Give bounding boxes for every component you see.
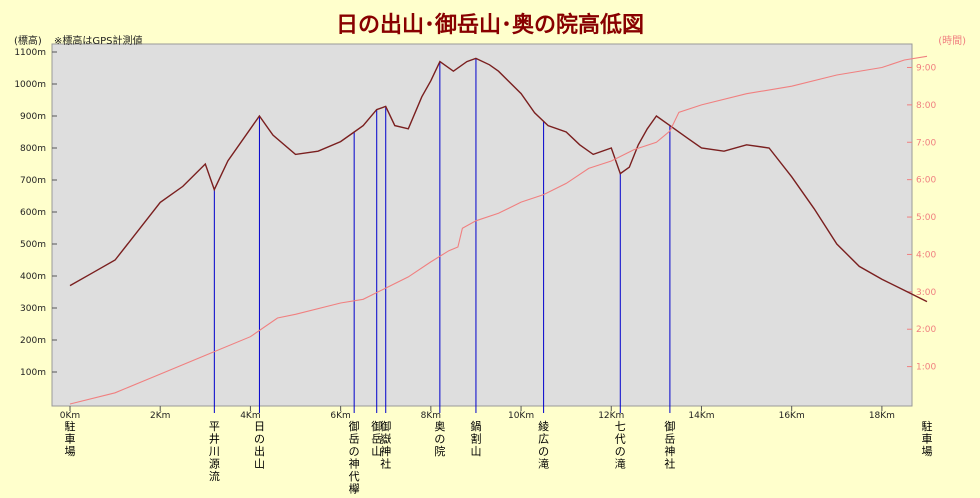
- y-tick-label: 600m: [20, 208, 46, 218]
- waypoint-label-char: 奥: [434, 419, 445, 433]
- y-tick-label: 900m: [20, 112, 46, 122]
- waypoint-labels-layer: 駐車場平井川源流日の出山御岳の神代欅御岳山御嶽神社奥の院鍋割山綾広の滝七代の滝御…: [65, 419, 933, 496]
- x-tick-label: 16Km: [779, 411, 805, 421]
- y-tick-label: 700m: [20, 176, 46, 186]
- waypoint-label-char: 代: [349, 470, 360, 483]
- x-tick-label: 6Km: [330, 411, 350, 421]
- series-layer: [69, 55, 928, 405]
- waypoint-label-char: 御: [664, 419, 675, 433]
- waypoint-label-char: 井: [209, 432, 220, 446]
- y-tick-label: 400m: [20, 272, 46, 282]
- y2-tick-label: 5:00: [916, 213, 936, 223]
- chart-title: 日の出山･御岳山･奥の院高低図: [336, 12, 644, 38]
- y-tick-label: 500m: [20, 240, 46, 250]
- x-tick-label: 18Km: [869, 411, 895, 421]
- x-tick-label: 12Km: [598, 411, 624, 421]
- waypoint-label-char: 広: [538, 433, 549, 446]
- y2-tick-label: 4:00: [916, 250, 936, 260]
- x-tick-label: 2Km: [150, 411, 170, 421]
- y2-tick-label: 2:00: [916, 325, 936, 335]
- waypoint-label-char: 車: [922, 432, 933, 446]
- waypoint-label-char: 山: [470, 445, 481, 458]
- waypoint-label-char: 岳: [349, 433, 360, 446]
- plot-background: [51, 43, 913, 407]
- waypoint-label-char: 社: [380, 457, 391, 471]
- waypoint-label-char: 御: [371, 419, 382, 433]
- waypoint-label-char: 出: [254, 444, 265, 458]
- waypoint-label-char: の: [254, 433, 265, 446]
- waypoint-label-char: 院: [434, 444, 445, 458]
- waypoint-label-char: の: [434, 433, 445, 446]
- time-line: [69, 55, 928, 405]
- y-tick-label: 800m: [20, 144, 46, 154]
- y2-tick-label: 6:00: [916, 176, 936, 186]
- waypoint-label-char: 平: [209, 420, 220, 433]
- waypoint-label-char: 場: [65, 445, 76, 458]
- waypoint-markers-layer: [213, 58, 671, 413]
- waypoint-label-char: 源: [209, 457, 220, 471]
- waypoint-label-char: 御: [380, 419, 391, 433]
- waypoint-label-char: 嶽: [380, 433, 391, 446]
- waypoint-label-char: 岳: [371, 433, 382, 446]
- x-tick-label: 0Km: [60, 411, 80, 421]
- waypoint-label-char: 神: [349, 457, 360, 471]
- waypoint-label-char: 鍋: [470, 419, 481, 433]
- waypoint-label-char: 社: [664, 457, 675, 471]
- y2-tick-label: 3:00: [916, 288, 936, 298]
- waypoint-label-char: 川: [209, 445, 220, 458]
- waypoint-label-char: 日: [254, 420, 265, 433]
- waypoint-label-char: 七: [615, 420, 626, 433]
- y2-tick-label: 9:00: [916, 63, 936, 73]
- waypoint-label-char: の: [538, 445, 549, 458]
- waypoint-label-char: 山: [254, 458, 265, 471]
- y-tick-label: 100m: [20, 368, 46, 378]
- waypoint-label-char: 神: [380, 444, 391, 458]
- waypoint-label-char: の: [615, 445, 626, 458]
- waypoint-label-char: 神: [664, 444, 675, 458]
- y2-tick-label: 8:00: [916, 101, 936, 111]
- waypoint-label-char: 駐: [922, 419, 933, 433]
- waypoint-label-char: 割: [470, 432, 481, 446]
- note-text: ※標高はGPS計測値: [54, 34, 143, 47]
- waypoint-label-char: 綾: [538, 420, 549, 433]
- y2-tick-label: 7:00: [916, 138, 936, 148]
- waypoint-label-char: 車: [65, 432, 76, 446]
- y-tick-label: 200m: [20, 336, 46, 346]
- y-tick-label: 300m: [20, 304, 46, 314]
- waypoint-label-char: 場: [922, 445, 933, 458]
- x-tick-label: 4Km: [240, 411, 260, 421]
- waypoint-label-char: 流: [209, 469, 220, 483]
- waypoint-label-char: 滝: [615, 458, 626, 471]
- waypoint-label-char: 山: [371, 445, 382, 458]
- waypoint-label-char: 代: [615, 433, 626, 446]
- waypoint-label-char: の: [349, 445, 360, 458]
- y2-tick-label: 1:00: [916, 363, 936, 373]
- waypoint-label-char: 滝: [538, 458, 549, 471]
- x-tick-label: 14Km: [688, 411, 714, 421]
- waypoint-label-char: 駐: [65, 419, 76, 433]
- left-axis-title: (標高): [14, 34, 42, 47]
- waypoint-label-char: 岳: [664, 433, 675, 446]
- axes-layer: 100m 200m 300m 400m 500m 600m 700m 800m 900m 1000…: [14, 48, 936, 421]
- x-tick-label: 10Km: [508, 411, 534, 421]
- waypoint-label-char: 欅: [349, 483, 360, 496]
- elevation-line: [69, 57, 928, 303]
- x-tick-label: 8Km: [421, 411, 441, 421]
- right-axis-title: (時間): [938, 35, 966, 47]
- y-tick-label: 1100m: [14, 48, 46, 58]
- y-tick-label: 1000m: [14, 80, 46, 90]
- waypoint-label-char: 御: [349, 419, 360, 433]
